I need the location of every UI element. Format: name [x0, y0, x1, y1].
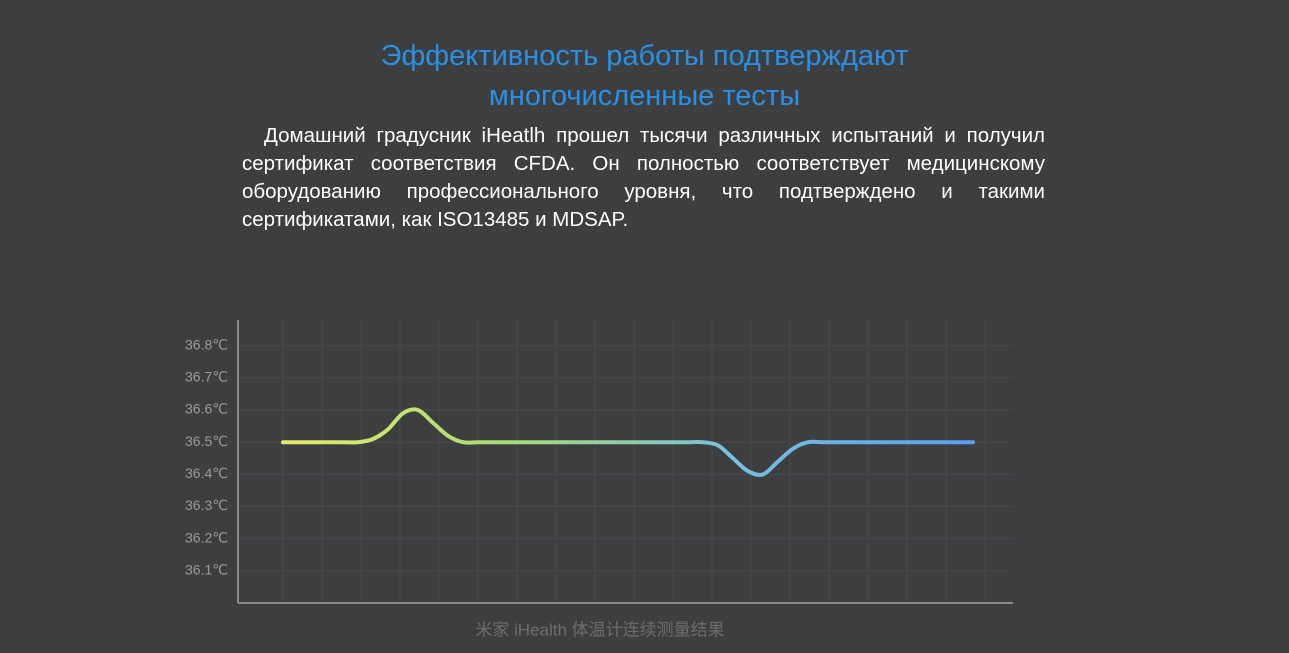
y-tick-label: 36.4℃	[185, 465, 228, 481]
y-tick-label: 36.5℃	[185, 433, 228, 449]
y-tick-label: 36.1℃	[185, 562, 228, 578]
y-tick-label: 36.3℃	[185, 497, 228, 513]
data-line	[281, 407, 975, 477]
y-tick-label: 36.8℃	[185, 336, 228, 352]
y-tick-label: 36.2℃	[185, 529, 228, 545]
y-tick-label: 36.6℃	[185, 401, 228, 417]
chart-caption: 米家 iHealth 体温计连续测量结果	[475, 620, 724, 639]
title-line: многочисленные тесты	[488, 80, 801, 112]
title-line: Эффективность работы подтверждают	[380, 40, 909, 72]
title: Эффективность работы подтверждают многоч…	[0, 36, 1289, 116]
description: Домашний градусник iHeatlh прошел тысячи…	[242, 124, 1045, 231]
y-tick-label: 36.7℃	[185, 369, 228, 385]
